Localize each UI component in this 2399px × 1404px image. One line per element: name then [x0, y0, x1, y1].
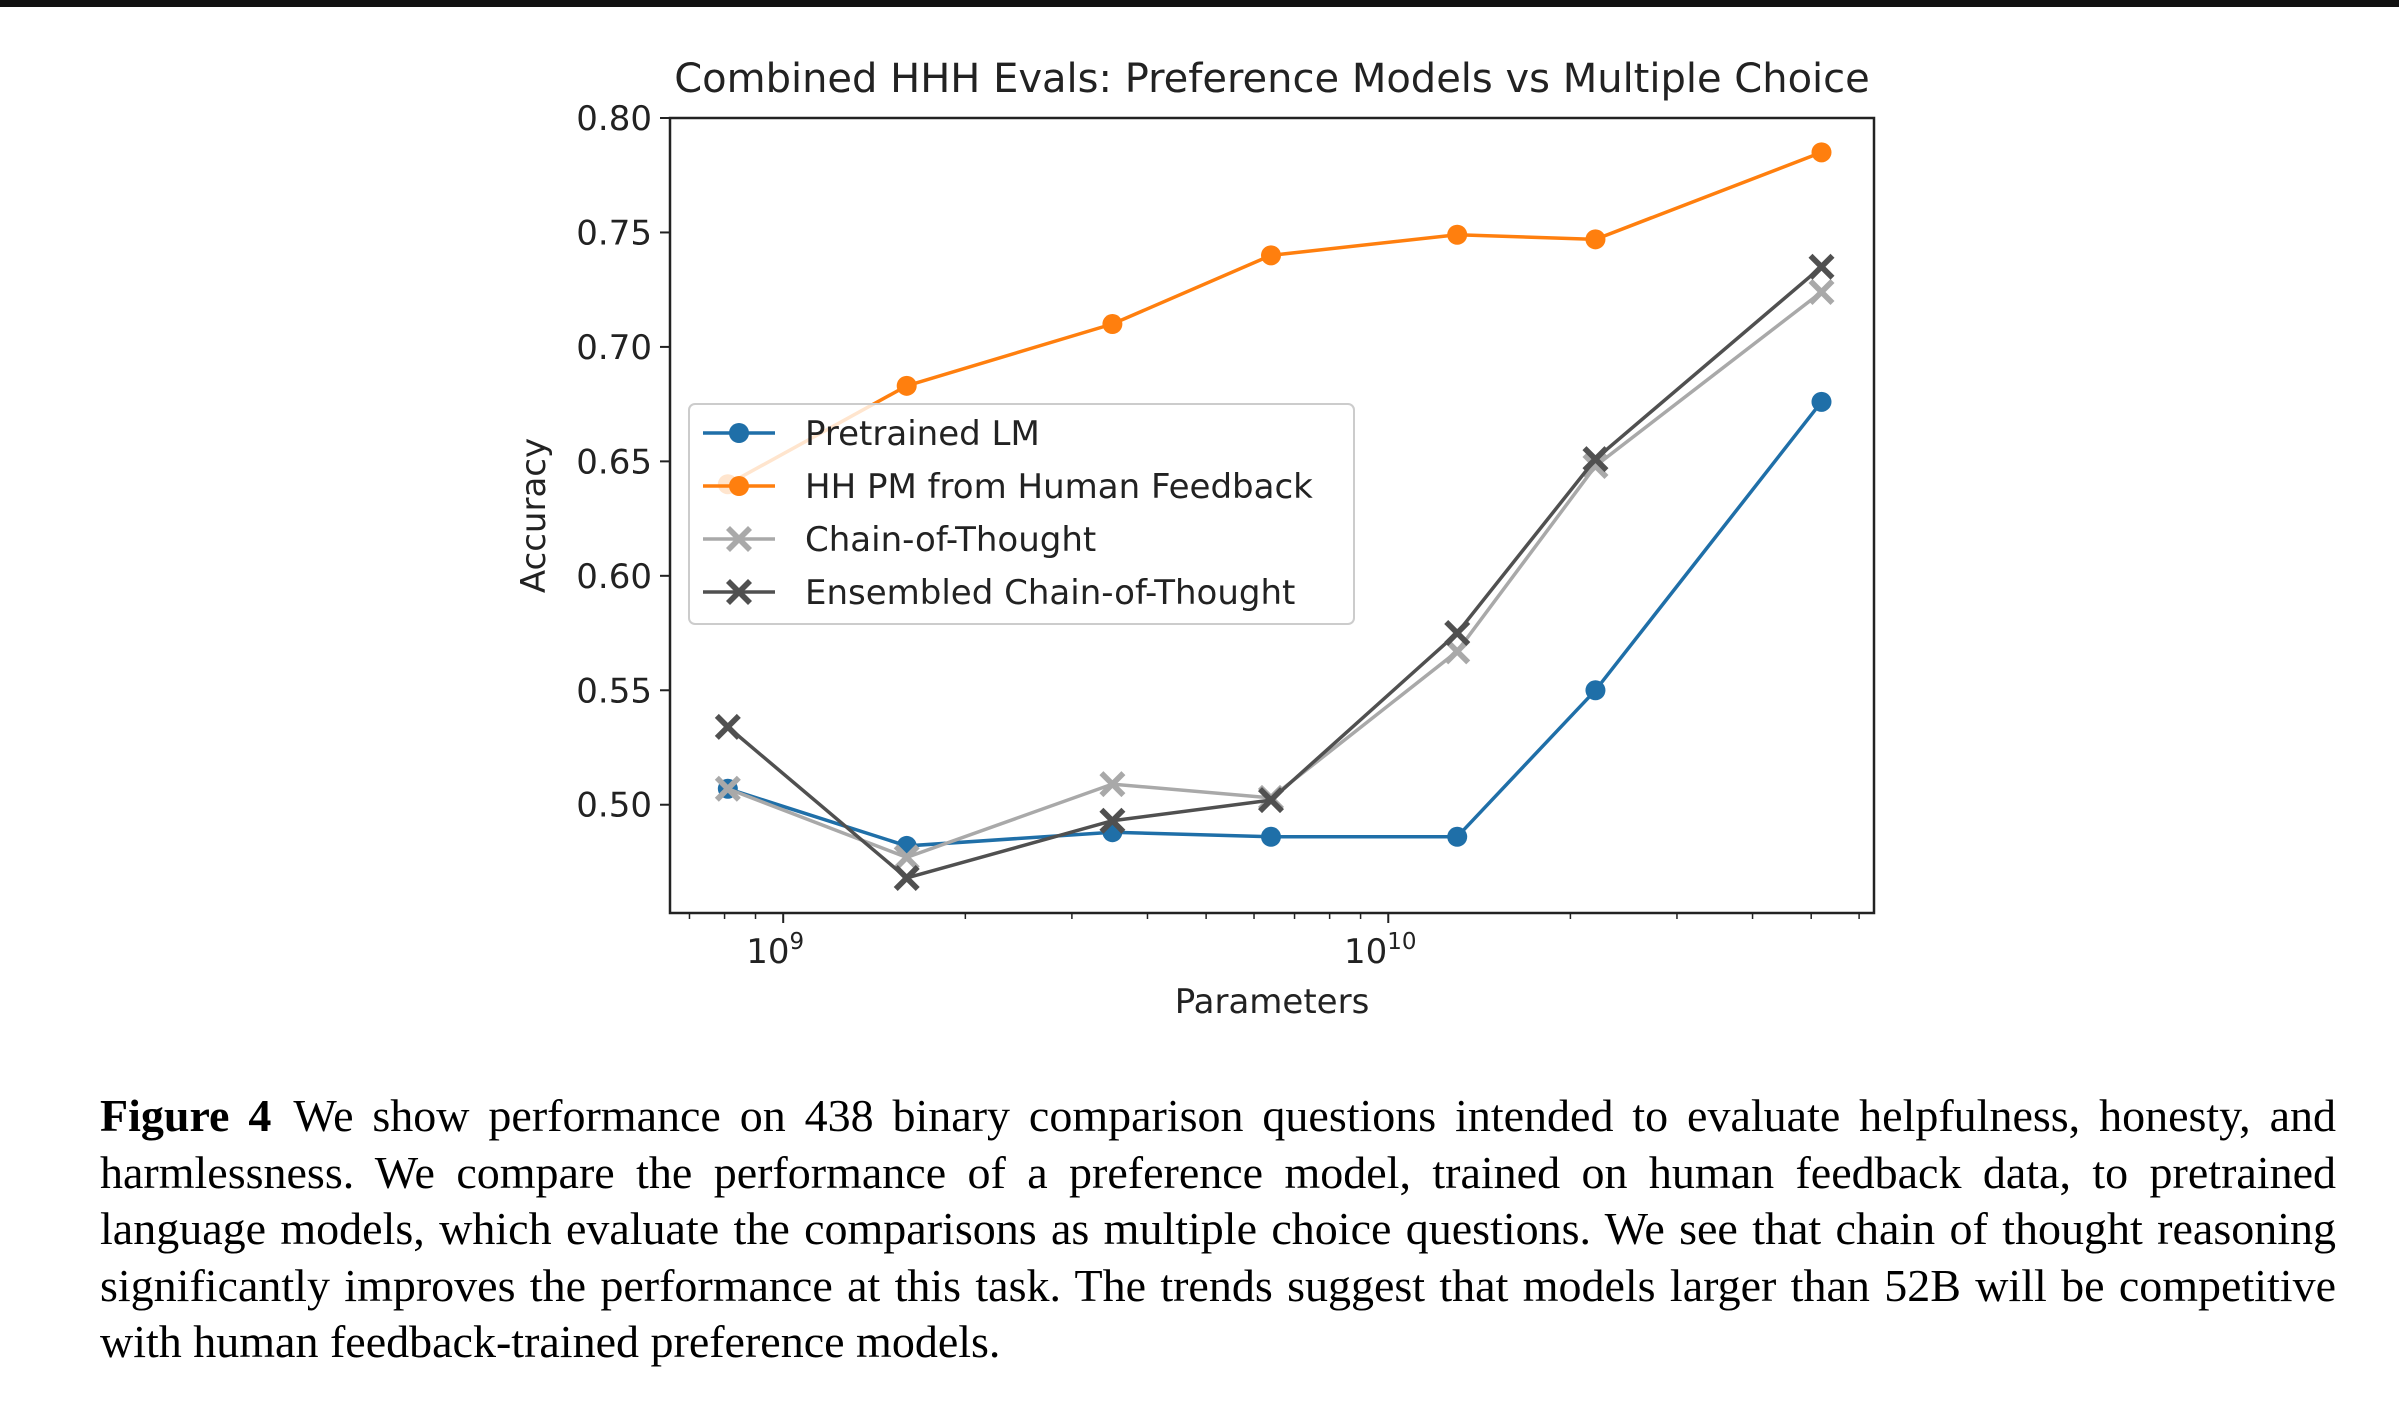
figure-caption: Figure 4 We show performance on 438 binar…	[100, 1088, 2336, 1371]
data-point-2	[714, 775, 741, 802]
y-tick-label: 0.60	[576, 557, 652, 597]
data-point-2	[1099, 771, 1126, 798]
y-axis-label: Accuracy	[514, 438, 554, 593]
y-tick-label: 0.50	[576, 786, 652, 826]
y-tick-label: 0.65	[576, 442, 652, 482]
data-point-0	[1260, 826, 1281, 847]
chart-title: Combined HHH Evals: Preference Models vs…	[674, 56, 1870, 102]
data-point-3	[714, 713, 741, 740]
data-point-0	[1447, 826, 1468, 847]
top-bar	[0, 0, 2399, 7]
data-point-2	[1808, 278, 1835, 305]
y-tick-label: 0.80	[576, 99, 652, 139]
legend-label: HH PM from Human Feedback	[805, 467, 1313, 507]
data-point-3	[1808, 253, 1835, 280]
legend-label: Pretrained LM	[805, 414, 1040, 454]
legend-marker	[729, 423, 749, 443]
legend-marker	[726, 579, 752, 605]
data-point-3	[1257, 787, 1284, 814]
data-point-3	[893, 864, 920, 891]
line-chart: Combined HHH Evals: Preference Models vs…	[514, 56, 1876, 1022]
data-point-3	[1582, 446, 1609, 473]
data-point-1	[896, 375, 917, 396]
x-tick-label: 109	[746, 929, 804, 972]
data-point-1	[1260, 245, 1281, 266]
legend-marker	[729, 476, 749, 496]
legend-marker	[726, 526, 752, 552]
data-point-0	[1811, 391, 1832, 412]
y-tick-label: 0.70	[576, 328, 652, 368]
y-tick-label: 0.75	[576, 213, 652, 253]
caption-label: Figure 4	[100, 1090, 272, 1141]
data-point-2	[1582, 452, 1609, 479]
data-point-3	[1099, 807, 1126, 834]
data-point-3	[1444, 620, 1471, 647]
data-point-0	[1585, 680, 1606, 701]
data-point-2	[893, 844, 920, 871]
legend-label: Ensembled Chain-of-Thought	[805, 573, 1295, 613]
legend-box	[688, 403, 1355, 625]
data-point-2	[1444, 638, 1471, 665]
x-axis-label: Parameters	[1175, 982, 1370, 1022]
data-point-1	[1447, 224, 1468, 245]
y-tick-label: 0.55	[576, 671, 652, 711]
data-point-1	[1811, 142, 1832, 163]
caption-text: We show performance on 438 binary compar…	[100, 1090, 2336, 1367]
data-point-1	[1585, 229, 1606, 250]
x-tick-label: 1010	[1344, 929, 1417, 972]
legend-label: Chain-of-Thought	[805, 520, 1096, 560]
data-point-1	[1102, 314, 1123, 335]
plot-frame	[668, 116, 1876, 915]
